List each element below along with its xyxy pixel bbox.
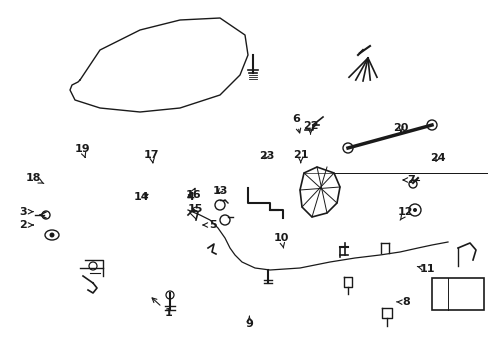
Text: 1: 1 xyxy=(152,298,172,318)
Text: 2: 2 xyxy=(20,220,33,230)
Text: 15: 15 xyxy=(187,204,203,214)
Text: 5: 5 xyxy=(203,220,216,230)
Text: 9: 9 xyxy=(245,316,253,329)
Text: 19: 19 xyxy=(74,144,90,157)
Text: 23: 23 xyxy=(258,151,274,161)
Circle shape xyxy=(412,208,416,212)
Text: 16: 16 xyxy=(185,190,201,201)
Text: 20: 20 xyxy=(392,123,408,133)
Text: 8: 8 xyxy=(396,297,409,307)
Text: 22: 22 xyxy=(302,121,318,134)
Text: 12: 12 xyxy=(397,207,413,220)
Text: 4: 4 xyxy=(186,188,195,202)
Text: 18: 18 xyxy=(25,173,44,184)
Text: 6: 6 xyxy=(291,114,300,133)
Text: 17: 17 xyxy=(143,150,159,163)
Text: 10: 10 xyxy=(273,233,288,248)
Text: 21: 21 xyxy=(292,150,308,163)
Text: 13: 13 xyxy=(212,186,227,196)
Text: 3: 3 xyxy=(20,207,33,217)
Text: 24: 24 xyxy=(429,153,445,163)
Text: 14: 14 xyxy=(134,192,149,202)
Text: 7: 7 xyxy=(402,175,414,185)
Text: 11: 11 xyxy=(416,264,435,274)
Circle shape xyxy=(49,233,54,238)
Bar xyxy=(431,278,483,310)
